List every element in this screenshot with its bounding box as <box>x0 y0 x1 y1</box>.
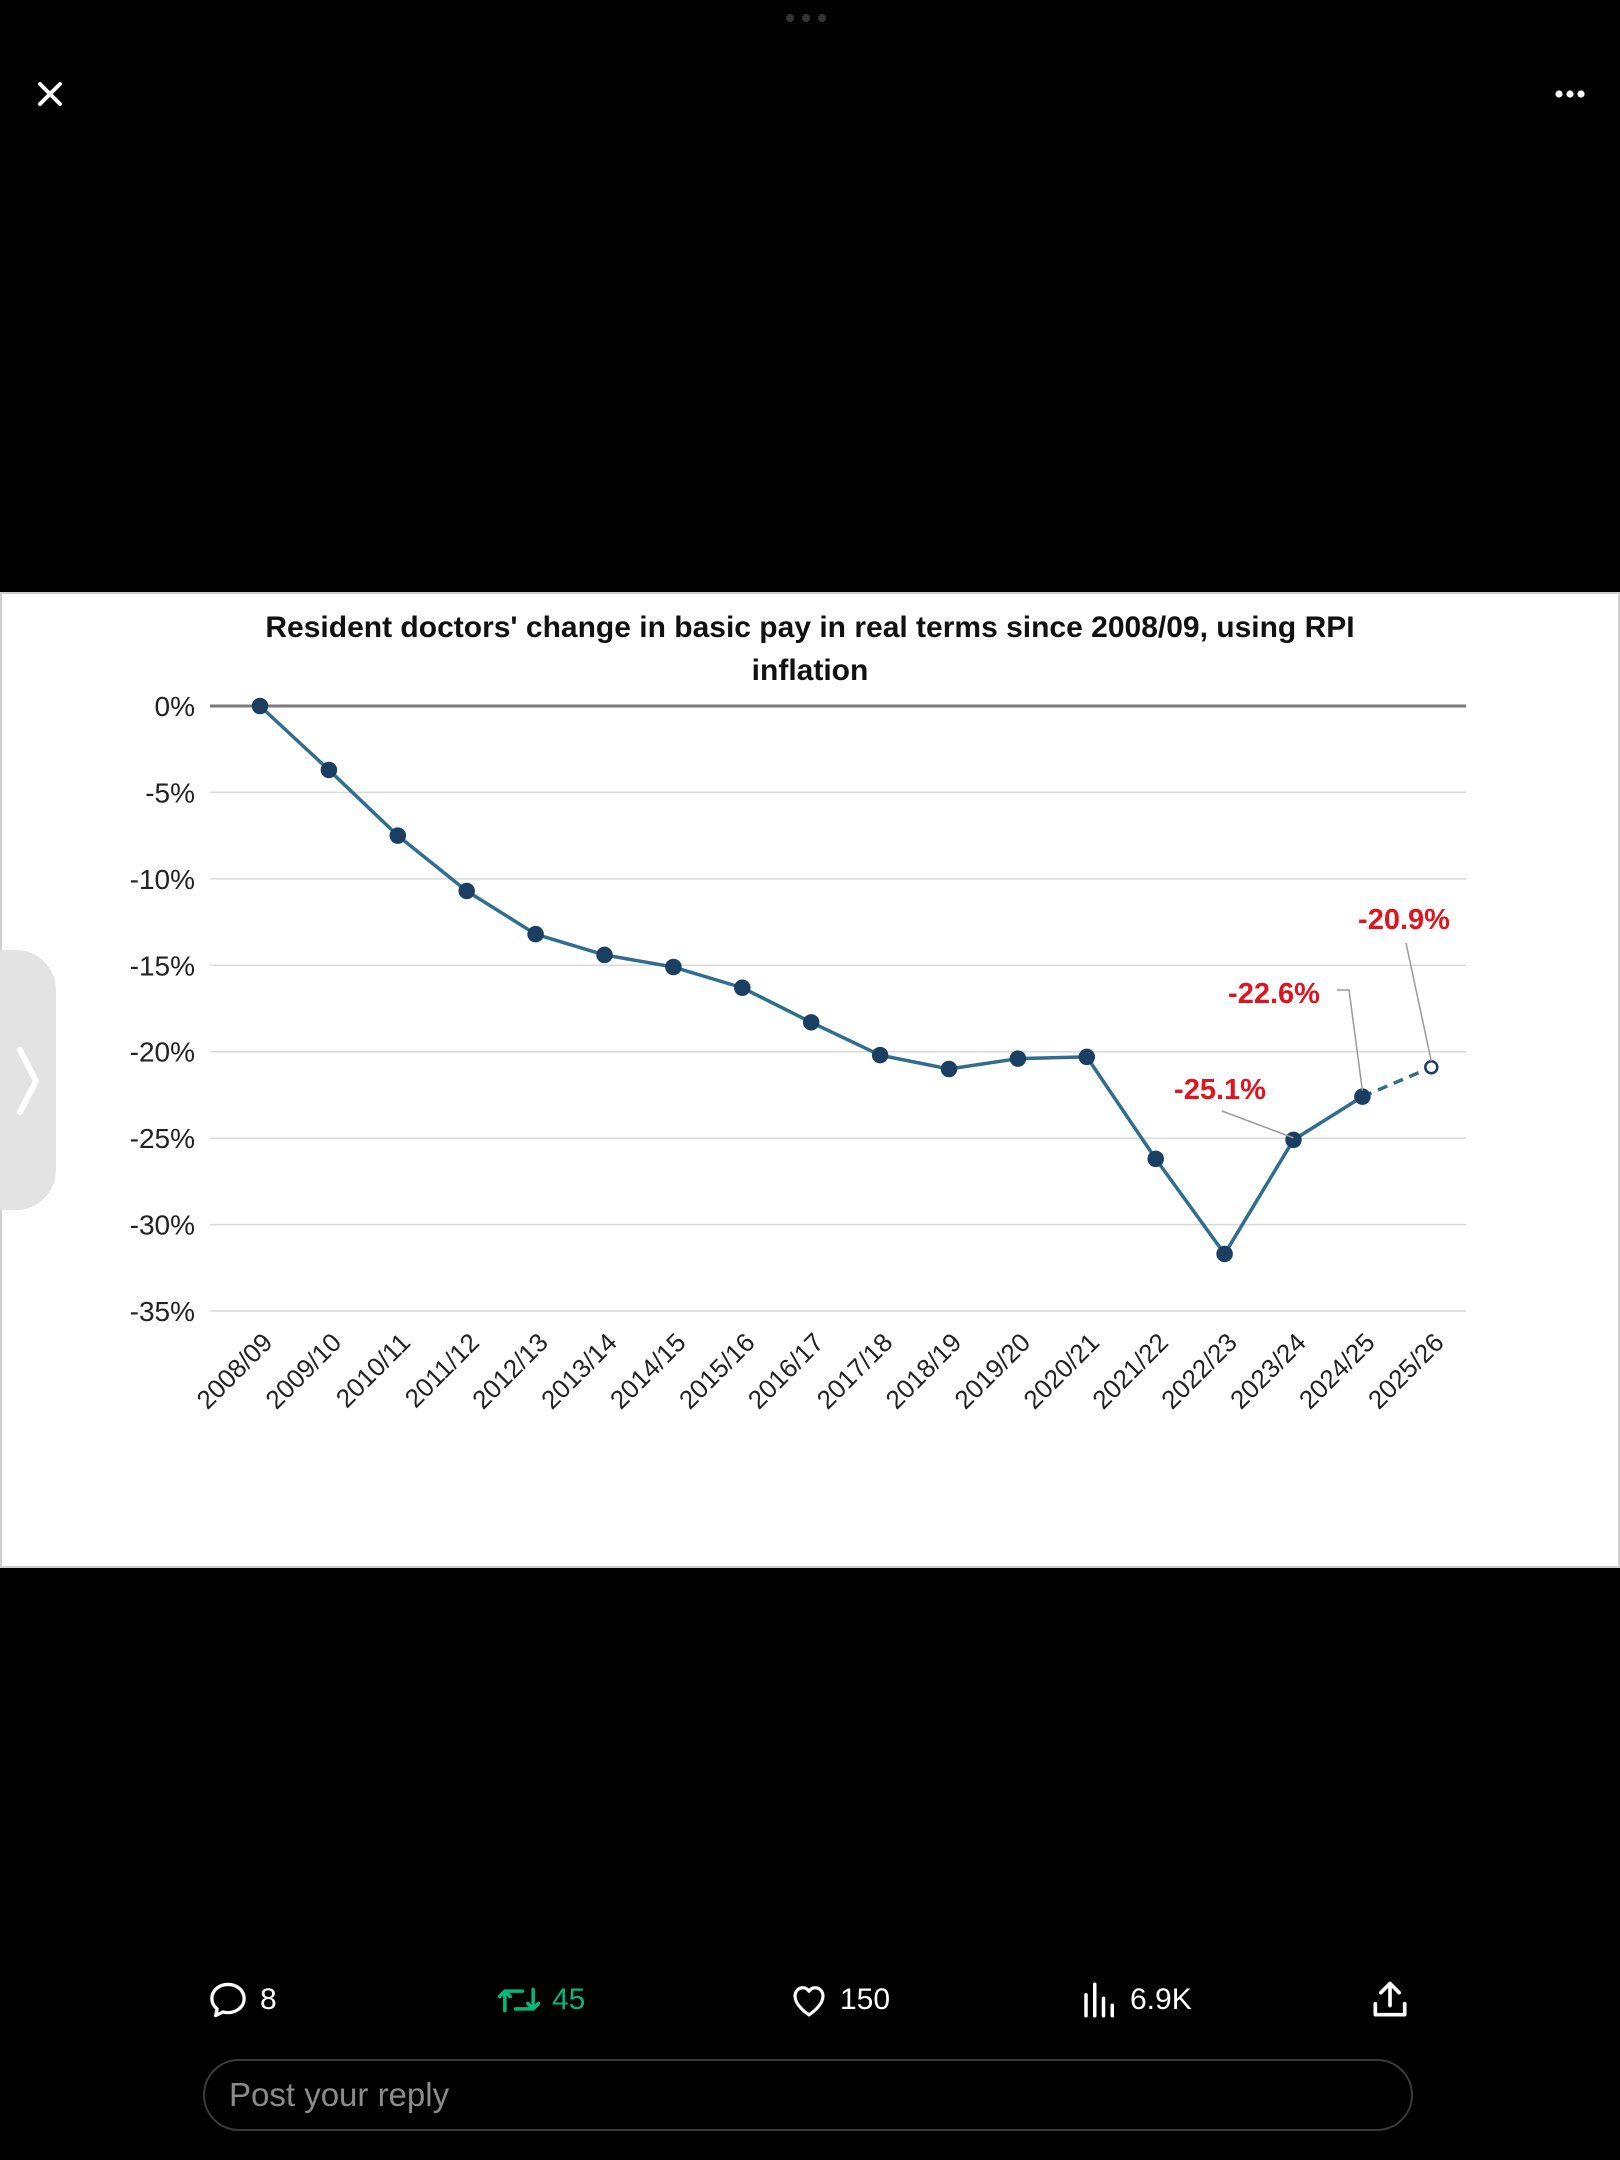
data-point <box>665 958 682 976</box>
data-point <box>940 1060 958 1078</box>
annotation-leader <box>1405 942 1433 1062</box>
x-tick-label: 2023/24 <box>1224 1327 1312 1415</box>
drag-handle[interactable] <box>786 14 826 22</box>
reply-count: 8 <box>260 1983 277 2016</box>
y-tick-label: 0% <box>155 691 195 722</box>
heart-icon <box>793 1986 825 2017</box>
like-count: 150 <box>840 1983 891 2016</box>
data-point <box>871 1046 889 1064</box>
data-point <box>1216 1245 1233 1263</box>
views-button[interactable]: 6.9K <box>1080 1972 1192 2028</box>
y-tick-label: -15% <box>130 950 195 981</box>
x-tick-label: 2017/18 <box>811 1327 899 1415</box>
data-point <box>458 882 475 900</box>
chart-title-line: inflation <box>752 654 869 687</box>
repost-button[interactable]: 45 <box>496 1972 585 2028</box>
y-tick-label: -10% <box>130 864 195 895</box>
x-tick-label: 2012/13 <box>466 1327 554 1415</box>
x-tick-label: 2009/10 <box>259 1327 347 1415</box>
chart-image[interactable]: Resident doctors' change in basic pay in… <box>0 592 1620 1568</box>
projected-line <box>1361 1065 1432 1099</box>
data-point <box>596 946 613 964</box>
chevron-right-icon <box>17 1047 39 1115</box>
series-line <box>258 704 1364 1256</box>
x-tick-label: 2013/14 <box>535 1327 623 1415</box>
chart-title-line: Resident doctors' change in basic pay in… <box>265 611 1354 644</box>
y-tick-label: -35% <box>130 1296 195 1327</box>
x-tick-label: 2016/17 <box>742 1327 830 1415</box>
data-point <box>389 827 407 844</box>
x-tick-label: 2022/23 <box>1155 1327 1243 1415</box>
repost-count: 45 <box>552 1983 586 2016</box>
data-point <box>1147 1150 1164 1168</box>
annotation-leader <box>1221 1110 1294 1139</box>
repost-icon <box>497 1987 541 2013</box>
views-icon <box>1084 1982 1114 2018</box>
y-tick-label: -30% <box>130 1210 195 1241</box>
reply-input[interactable] <box>227 2075 1411 2115</box>
x-tick-label: 2019/20 <box>948 1327 1036 1415</box>
annotation-leader <box>1337 989 1364 1091</box>
x-tick-label: 2020/21 <box>1017 1327 1105 1415</box>
reply-box[interactable] <box>203 2059 1413 2131</box>
projected-point <box>1424 1060 1439 1075</box>
action-bar: 8 45 150 6.9K <box>0 1972 1620 2028</box>
data-point <box>251 697 269 715</box>
x-tick-label: 2021/22 <box>1086 1327 1174 1415</box>
x-tick-label: 2014/15 <box>604 1327 692 1415</box>
data-point <box>1285 1131 1302 1149</box>
more-options-button[interactable] <box>1548 72 1592 116</box>
close-icon <box>38 82 62 106</box>
data-point <box>1078 1048 1096 1066</box>
annotation-label: -25.1% <box>1174 1074 1266 1106</box>
views-count: 6.9K <box>1130 1983 1192 2016</box>
x-tick-label: 2024/25 <box>1293 1327 1381 1415</box>
share-button[interactable] <box>1368 1972 1412 2028</box>
close-button[interactable] <box>28 72 72 116</box>
like-button[interactable]: 150 <box>788 1972 890 2028</box>
more-horizontal-icon <box>1555 90 1585 98</box>
y-tick-label: -5% <box>145 777 195 808</box>
x-tick-label: 2008/09 <box>191 1327 279 1415</box>
x-tick-label: 2015/16 <box>673 1327 761 1415</box>
data-point <box>802 1014 820 1031</box>
x-tick-label: 2018/19 <box>880 1327 968 1415</box>
x-tick-label: 2025/26 <box>1362 1327 1450 1415</box>
data-point <box>320 761 338 779</box>
data-point <box>734 979 751 997</box>
share-icon <box>1373 1981 1407 2017</box>
y-tick-label: -25% <box>130 1123 195 1154</box>
data-point <box>1354 1088 1371 1105</box>
annotation-label: -20.9% <box>1358 904 1450 936</box>
line-chart: Resident doctors' change in basic pay in… <box>130 611 1466 1415</box>
annotation-label: -22.6% <box>1228 978 1320 1010</box>
reply-icon <box>210 1982 246 2018</box>
x-tick-label: 2010/11 <box>330 1327 416 1413</box>
side-expand-tab[interactable] <box>0 950 56 1210</box>
y-tick-label: -20% <box>130 1037 195 1068</box>
data-point <box>527 925 544 943</box>
reply-button[interactable]: 8 <box>206 1972 277 2028</box>
data-point <box>1009 1050 1027 1067</box>
